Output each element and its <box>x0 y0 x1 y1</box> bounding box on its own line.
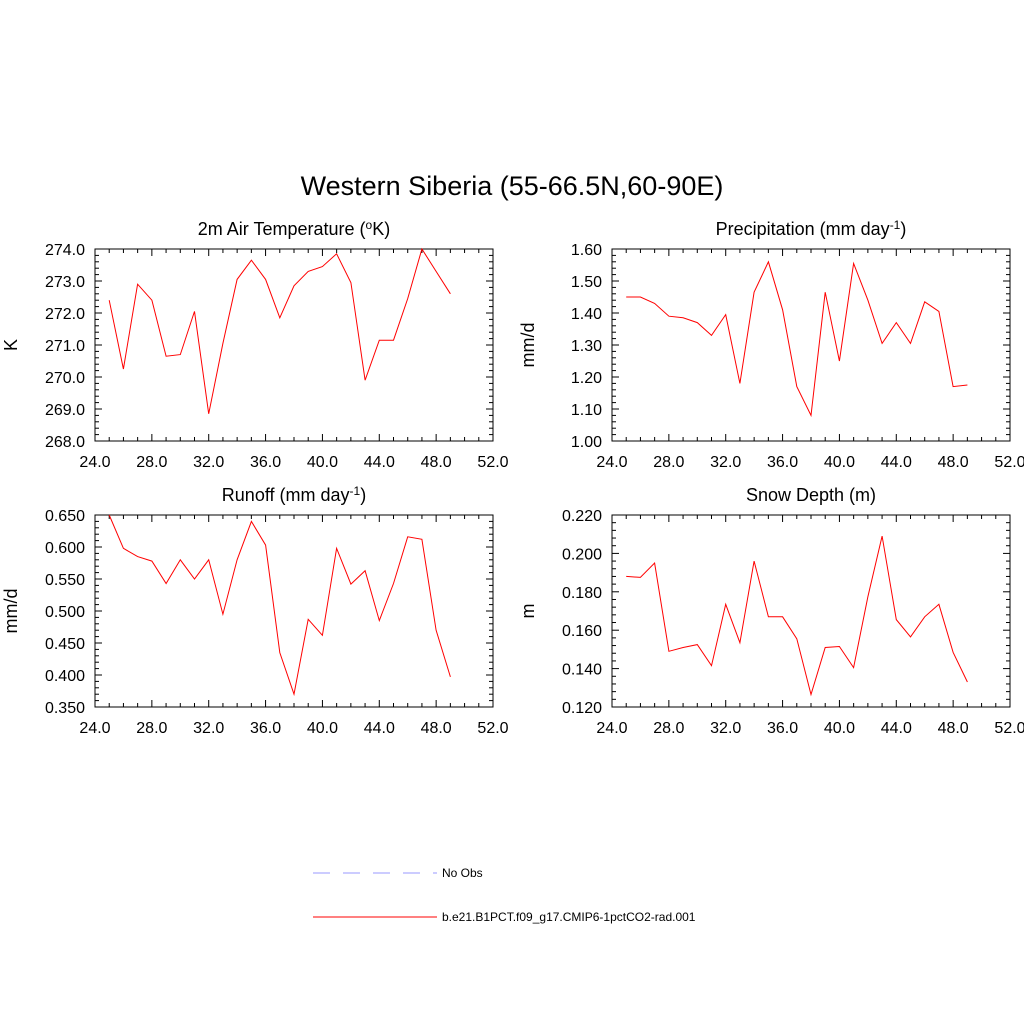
y-axis-label: K <box>1 339 21 351</box>
y-axis-label: mm/d <box>1 589 21 634</box>
y-tick-label: 1.50 <box>571 274 602 291</box>
y-tick-label: 0.140 <box>562 662 602 679</box>
panel-title-text: ) <box>900 219 906 239</box>
figure-title: Western Siberia (55-66.5N,60-90E) <box>301 171 724 201</box>
y-tick-label: 1.00 <box>571 434 602 451</box>
panel-title-text: ) <box>360 485 366 505</box>
legend: No Obs b.e21.B1PCT.f09_g17.CMIP6-1pctCO2-… <box>313 866 696 924</box>
x-tick-label: 28.0 <box>653 454 684 471</box>
x-tick-label: 44.0 <box>881 454 912 471</box>
series-line-model <box>108 514 451 697</box>
x-tick-label: 44.0 <box>881 720 912 737</box>
y-tick-label: 271.0 <box>45 338 85 355</box>
x-tick-label: 40.0 <box>307 454 338 471</box>
x-tick-label: 40.0 <box>307 720 338 737</box>
legend-label: No Obs <box>442 866 483 880</box>
x-tick-label: 52.0 <box>477 454 508 471</box>
y-tick-label: 1.10 <box>571 402 602 419</box>
x-tick-label: 32.0 <box>193 454 224 471</box>
y-tick-label: 269.0 <box>45 402 85 419</box>
x-tick-label: 36.0 <box>767 720 798 737</box>
x-tick-label: 32.0 <box>710 454 741 471</box>
y-axis-label: mm/d <box>518 323 538 368</box>
y-tick-label: 0.350 <box>45 700 85 717</box>
y-tick-label: 0.200 <box>562 546 602 563</box>
y-tick-label: 0.550 <box>45 572 85 589</box>
panel-title: 2m Air Temperature (oK) <box>198 218 390 239</box>
x-tick-label: 36.0 <box>250 454 281 471</box>
x-tick-label: 48.0 <box>421 454 452 471</box>
x-tick-label: 52.0 <box>994 720 1024 737</box>
y-tick-label: 0.180 <box>562 585 602 602</box>
y-tick-label: 268.0 <box>45 434 85 451</box>
plot-frame <box>611 514 1011 708</box>
x-tick-label: 32.0 <box>710 720 741 737</box>
y-tick-label: 273.0 <box>45 274 85 291</box>
x-tick-label: 24.0 <box>79 720 110 737</box>
x-tick-label: 28.0 <box>136 454 167 471</box>
y-tick-label: 0.160 <box>562 623 602 640</box>
x-tick-label: 36.0 <box>767 454 798 471</box>
y-tick-label: 1.40 <box>571 306 602 323</box>
y-tick-label: 0.650 <box>45 508 85 525</box>
y-tick-label: 0.120 <box>562 700 602 717</box>
x-tick-label: 48.0 <box>938 454 969 471</box>
x-tick-label: 28.0 <box>136 720 167 737</box>
y-tick-label: 1.20 <box>571 370 602 387</box>
panel-3: Runoff (mm day-1) 24.0 28.0 32.0 36.0 40.0 44.… <box>1 484 509 737</box>
panel-title: Runoff (mm day-1) <box>222 484 366 505</box>
y-axis-label: m <box>518 604 538 619</box>
y-tick-label: 1.60 <box>571 242 602 259</box>
series-line-model <box>626 260 968 418</box>
x-tick-label: 48.0 <box>421 720 452 737</box>
y-tick-label: 270.0 <box>45 370 85 387</box>
x-tick-label: 52.0 <box>994 454 1024 471</box>
panels-group: 2m Air Temperature (oK)24.0 28.0 32.0 36.0 4… <box>1 218 1024 737</box>
y-tick-label: 272.0 <box>45 306 85 323</box>
y-tick-label: 0.400 <box>45 668 85 685</box>
x-tick-label: 52.0 <box>477 720 508 737</box>
panel-4: Snow Depth (m) 24.0 28.0 32.0 36.0 40.0 44.0 48… <box>518 485 1024 737</box>
panel-2: Precipitation (mm day-1) 24.0 28.0 32.0 36.0… <box>518 218 1024 471</box>
x-tick-label: 36.0 <box>250 720 281 737</box>
x-tick-label: 24.0 <box>596 720 627 737</box>
panel-title: Snow Depth (m) <box>746 485 876 505</box>
x-tick-label: 40.0 <box>824 720 855 737</box>
x-tick-label: 28.0 <box>653 720 684 737</box>
panel-title-text: K) <box>372 219 390 239</box>
panel-title-text: Precipitation (mm day <box>716 219 890 239</box>
panel-title-text: Runoff (mm day <box>222 485 350 505</box>
series-line-model <box>626 535 968 697</box>
x-tick-label: 24.0 <box>596 454 627 471</box>
y-tick-label: 0.220 <box>562 508 602 525</box>
x-tick-label: 44.0 <box>364 720 395 737</box>
x-tick-label: 44.0 <box>364 454 395 471</box>
legend-label: b.e21.B1PCT.f09_g17.CMIP6-1pctCO2-rad.00… <box>442 910 696 924</box>
x-tick-label: 32.0 <box>193 720 224 737</box>
y-tick-label: 1.30 <box>571 338 602 355</box>
panel-title-text: 2m Air Temperature ( <box>198 219 366 239</box>
panel-title-text: Snow Depth (m) <box>746 485 876 505</box>
panel-title-superscript: o <box>366 218 373 232</box>
x-tick-label: 48.0 <box>938 720 969 737</box>
y-tick-label: 0.600 <box>45 540 85 557</box>
panel-title-superscript: -1 <box>350 484 361 498</box>
panel-1: 2m Air Temperature (oK) 24.0 28.0 32.0 36.0 4… <box>1 218 509 471</box>
x-tick-label: 24.0 <box>79 454 110 471</box>
x-tick-label: 40.0 <box>824 454 855 471</box>
y-tick-label: 0.450 <box>45 636 85 653</box>
panel-title-superscript: -1 <box>890 218 901 232</box>
panel-title: Precipitation (mm day-1) <box>716 218 907 239</box>
y-tick-label: 274.0 <box>45 242 85 259</box>
series-line-model <box>108 247 451 414</box>
plot-frame <box>94 248 494 442</box>
y-tick-label: 0.500 <box>45 604 85 621</box>
